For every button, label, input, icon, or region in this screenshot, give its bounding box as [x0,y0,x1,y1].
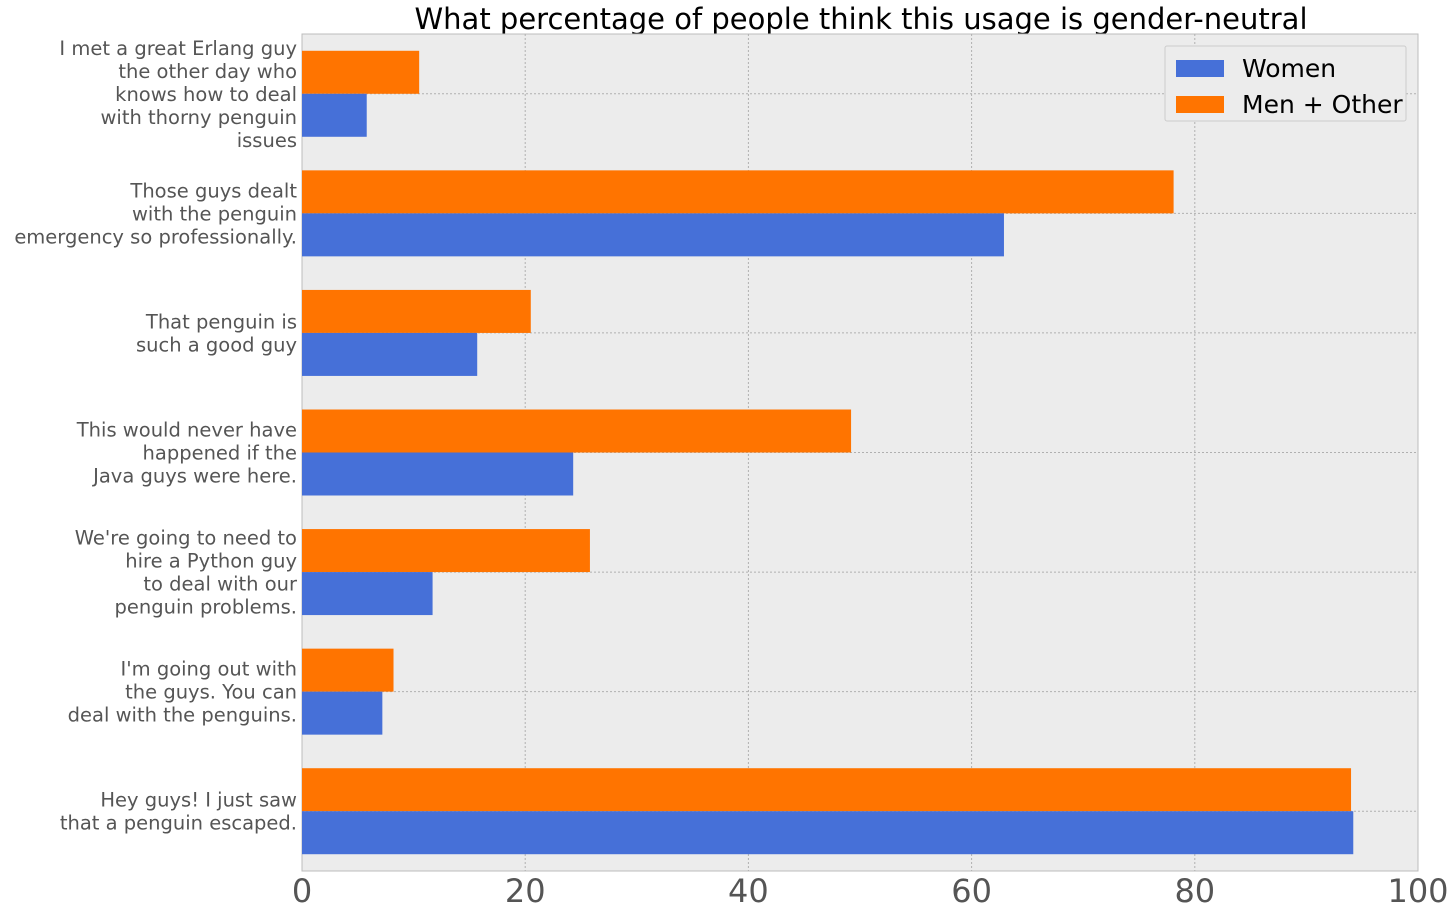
category-label: with thorny penguin [100,106,297,129]
category-label: deal with the penguins. [68,704,297,727]
bar-women [302,572,433,616]
bar-men-other [302,50,420,94]
x-tick-label: 0 [292,872,312,906]
legend-swatch [1176,60,1224,77]
x-tick-label: 60 [951,872,992,906]
category-label: issues [237,129,297,152]
legend-label: Men + Other [1242,90,1403,119]
x-tick-label: 100 [1387,872,1448,906]
bar-men-other [302,768,1352,812]
category-label: that a penguin escaped. [60,812,297,835]
x-axis-ticks: 0 20 40 60 80 100 [292,872,1449,906]
bars [302,50,1354,855]
bar-women [302,213,1004,257]
category-label: Those guys dealt [129,179,297,202]
category-label: I'm going out with [121,658,297,681]
bar-women [302,332,478,376]
category-label: the guys. You can [125,681,297,704]
category-label: We're going to need to [75,527,297,550]
category-label: This would never have [76,419,297,442]
x-tick-label: 40 [728,872,769,906]
chart-title: What percentage of people think this usa… [415,2,1308,36]
category-label: happened if the [143,442,297,465]
bar-women [302,811,1354,855]
bar-men-other [302,409,852,453]
category-label: Hey guys! I just saw [100,789,297,812]
bar-women [302,691,383,735]
legend: Women Men + Other [1164,45,1407,122]
category-label: hire a Python guy [125,550,297,573]
category-label: such a good guy [136,333,297,356]
bar-women [302,93,367,137]
category-label: with the penguin [132,202,297,225]
bar-men-other [302,170,1174,214]
category-label: penguin problems. [115,596,298,619]
category-label: the other day who [118,60,297,83]
legend-swatch [1176,96,1224,113]
bar-men-other [302,648,394,692]
category-label: to deal with our [143,573,298,596]
bar-men-other [302,289,531,333]
category-label: knows how to deal [115,83,297,106]
category-label: Java guys were here. [91,465,297,488]
x-tick-label: 80 [1174,872,1215,906]
category-label: emergency so professionally. [14,225,297,248]
category-label: I met a great Erlang guy [59,37,297,60]
category-label: That penguin is [145,310,297,333]
bar-women [302,452,574,496]
legend-box [1164,45,1407,122]
legend-label: Women [1242,54,1336,83]
bar-men-other [302,529,590,573]
x-tick-label: 20 [505,872,546,906]
